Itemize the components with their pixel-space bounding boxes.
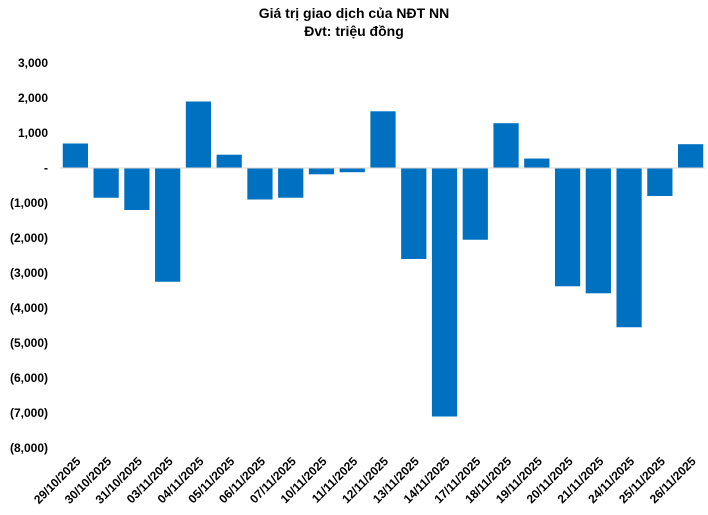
- bar: [185, 101, 212, 168]
- bar: [155, 168, 181, 282]
- bar: [462, 168, 488, 240]
- y-tick-label: (3,000): [10, 266, 48, 280]
- y-tick-label: (5,000): [10, 336, 48, 350]
- bar: [247, 168, 273, 200]
- bar: [93, 168, 119, 198]
- bars: [62, 101, 704, 417]
- bar: [278, 168, 304, 198]
- bar: [493, 123, 519, 168]
- bar: [308, 168, 335, 175]
- bar: [585, 168, 611, 294]
- y-tick-label: (8,000): [10, 441, 48, 455]
- chart-title: Giá trị giao dịch của NĐT NN: [258, 5, 450, 21]
- bar: [370, 111, 396, 168]
- y-tick-label: 2,000: [18, 91, 48, 105]
- bar: [216, 154, 242, 168]
- bar: [401, 168, 427, 259]
- y-axis: 3,000 2,000 1,000 - (1,000) (2,000) (3,000) (4,…: [10, 56, 48, 455]
- bar: [647, 168, 673, 196]
- y-tick-label: (6,000): [10, 371, 48, 385]
- y-tick-label: (2,000): [10, 231, 48, 245]
- bar: [124, 168, 150, 210]
- bar: [554, 168, 581, 287]
- y-tick-label: (7,000): [10, 406, 48, 420]
- y-tick-label: (1,000): [10, 196, 48, 210]
- y-tick-label: 1,000: [18, 126, 48, 140]
- y-tick-label: 3,000: [18, 56, 48, 70]
- bar: [616, 168, 642, 328]
- bar: [678, 144, 704, 168]
- y-tick-label: -: [44, 161, 48, 175]
- bar: [524, 158, 550, 168]
- x-axis: 29/10/202530/10/202531/10/202503/11/2025…: [31, 454, 699, 507]
- y-tick-label: (4,000): [10, 301, 48, 315]
- bar: [431, 168, 458, 417]
- chart-subtitle: Đvt: triệu đồng: [304, 23, 404, 39]
- bar: [339, 168, 365, 173]
- bar: [62, 143, 88, 168]
- chart-header: Giá trị giao dịch của NĐT NN Đvt: triệu …: [0, 4, 708, 40]
